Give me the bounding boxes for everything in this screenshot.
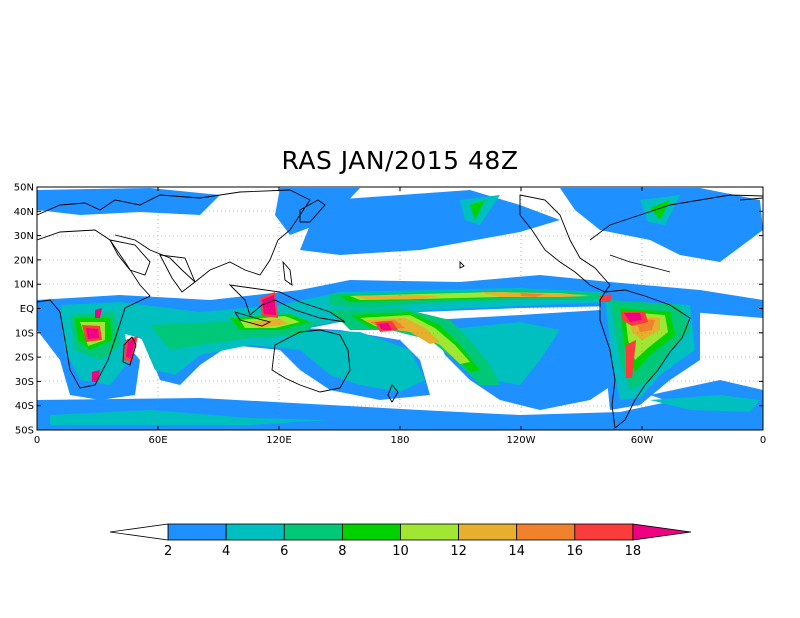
- lon-label: 180: [390, 435, 409, 446]
- map-grid: [37, 187, 763, 430]
- colorbar-under-triangle: [109, 523, 169, 541]
- lat-label: 30S: [15, 377, 34, 388]
- coastlines: [37, 189, 763, 429]
- colorbar-label: 18: [625, 544, 642, 559]
- colorbar-bin: [516, 523, 576, 541]
- lat-label: 40N: [14, 207, 34, 218]
- lat-label: EQ: [20, 304, 34, 315]
- colorbar-bin: [283, 523, 343, 541]
- longitude-axis: [36, 187, 764, 430]
- colorbar-bin: [341, 523, 401, 541]
- colorbar-label: 2: [164, 544, 172, 559]
- colorbar-bin: [400, 523, 459, 541]
- lat-label: 30N: [14, 231, 34, 242]
- colorbar-label: 8: [338, 544, 346, 559]
- lon-label: 60E: [148, 435, 167, 446]
- lon-label: 60W: [631, 435, 654, 446]
- colorbar-label: 16: [567, 544, 584, 559]
- lon-label: 0: [34, 435, 40, 446]
- precipitation-field: [37, 188, 763, 430]
- lat-label: 50N: [14, 183, 34, 194]
- lat-label: 20N: [14, 255, 34, 266]
- latitude-labels: 50N 40N 30N 20N 10N EQ 10S 20S 30S 40S 50S: [14, 183, 34, 437]
- longitude-labels: 0 60E 120E 180 120W 60W 0: [34, 435, 766, 446]
- lon-label: 0: [760, 435, 766, 446]
- latitude-axis: [37, 186, 763, 431]
- lat-label: 40S: [15, 401, 34, 412]
- colorbar-label: 6: [280, 544, 288, 559]
- colorbar-bin: [167, 523, 227, 541]
- colorbar-label: 12: [450, 544, 467, 559]
- colorbar-bin: [225, 523, 285, 541]
- lat-label: 20S: [15, 353, 34, 364]
- map-title: RAS JAN/2015 48Z: [281, 146, 519, 175]
- colorbar-over-triangle: [632, 523, 692, 541]
- colorbar-label: 10: [392, 544, 409, 559]
- colorbar: 2 4 6 8 10 12 14 16 18: [109, 523, 692, 559]
- colorbar-bin: [574, 523, 634, 541]
- colorbar-bin: [458, 523, 518, 541]
- lat-label: 10S: [15, 328, 34, 339]
- lon-label: 120E: [266, 435, 291, 446]
- lat-label: 50S: [15, 426, 34, 437]
- lon-label: 120W: [507, 435, 536, 446]
- colorbar-label: 4: [222, 544, 230, 559]
- colorbar-label: 14: [508, 544, 525, 559]
- lat-label: 10N: [14, 280, 34, 291]
